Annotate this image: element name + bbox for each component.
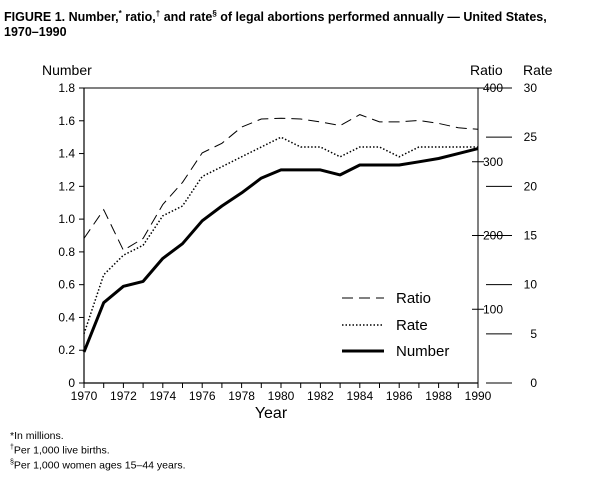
- series-line-number: [82, 147, 479, 353]
- figure-title: FIGURE 1. Number,* ratio,† and rate§ of …: [4, 6, 584, 40]
- x-tick-label: 1986: [386, 389, 413, 403]
- x-axis-title: Year: [255, 405, 288, 422]
- y-number-tick-label: 1.0: [58, 212, 75, 226]
- footnotes: *In millions. †Per 1,000 live births. §P…: [10, 430, 186, 471]
- y-rate-tick-label: 30: [524, 81, 538, 95]
- x-tick-label: 1982: [307, 389, 334, 403]
- title-text-rest: of legal abortions performed annually — …: [4, 10, 547, 40]
- x-tick-label: 1974: [149, 389, 176, 403]
- x-tick-label: 1970: [71, 389, 98, 403]
- legend-label-number: Number: [396, 343, 449, 360]
- x-tick-label: 1988: [425, 389, 452, 403]
- title-text-ratio: ratio,: [121, 10, 156, 25]
- y-number-tick-label: 0.8: [58, 245, 75, 259]
- x-tick-label: 1978: [228, 389, 255, 403]
- title-text-number: FIGURE 1. Number,: [4, 10, 119, 25]
- x-tick-label: 1984: [346, 389, 373, 403]
- series-line-ratio: [83, 114, 479, 252]
- y-ratio-tick-label: 100: [483, 302, 503, 316]
- title-section-mark: §: [212, 9, 217, 18]
- footnote-rate: §Per 1,000 women ages 15–44 years.: [10, 457, 186, 472]
- y-rate-tick-label: 15: [524, 229, 538, 243]
- footnote-ratio-text: Per 1,000 live births.: [13, 444, 110, 457]
- y-rate-tick-label: 0: [530, 376, 537, 390]
- legend-label-rate: Rate: [396, 317, 428, 334]
- y-number-tick-label: 0: [68, 376, 75, 390]
- title-text-rate: and rate: [160, 10, 213, 25]
- y-number-tick-label: 1.6: [58, 114, 75, 128]
- y-number-tick-label: 0.4: [58, 310, 75, 324]
- y-number-tick-label: 1.2: [58, 179, 75, 193]
- y-number-tick-label: 1.8: [58, 81, 75, 95]
- y-rate-tick-label: 25: [524, 130, 538, 144]
- y-ratio-tick-label: 300: [483, 155, 503, 169]
- x-tick-label: 1990: [465, 389, 492, 403]
- footnote-section-mark: §: [10, 458, 14, 466]
- footnote-number: *In millions.: [10, 430, 64, 442]
- series-line-rate: [83, 136, 478, 335]
- y-number-tick-label: 0.6: [58, 278, 75, 292]
- y-number-tick-label: 0.2: [58, 343, 75, 357]
- legend-label-ratio: Ratio: [396, 290, 431, 307]
- x-tick-label: 1972: [110, 389, 137, 403]
- y-number-tick-label: 1.4: [58, 147, 75, 161]
- footnote-ratio: †Per 1,000 live births.: [10, 442, 186, 457]
- y-rate-tick-label: 5: [530, 327, 537, 341]
- footnote-dagger-mark: †: [10, 444, 14, 451]
- x-tick-label: 1976: [189, 389, 216, 403]
- y-rate-tick-label: 10: [524, 278, 538, 292]
- y-rate-axis-title: Rate: [523, 62, 553, 78]
- y-ratio-axis-title: Ratio: [470, 62, 503, 78]
- title-star-mark: *: [118, 9, 122, 18]
- footnote-rate-text: Per 1,000 women ages 15–44 years.: [13, 459, 186, 471]
- y-number-axis-title: Number: [42, 62, 92, 78]
- x-tick-label: 1980: [268, 389, 295, 403]
- y-rate-tick-label: 20: [524, 179, 538, 193]
- title-dagger-mark: †: [155, 9, 161, 18]
